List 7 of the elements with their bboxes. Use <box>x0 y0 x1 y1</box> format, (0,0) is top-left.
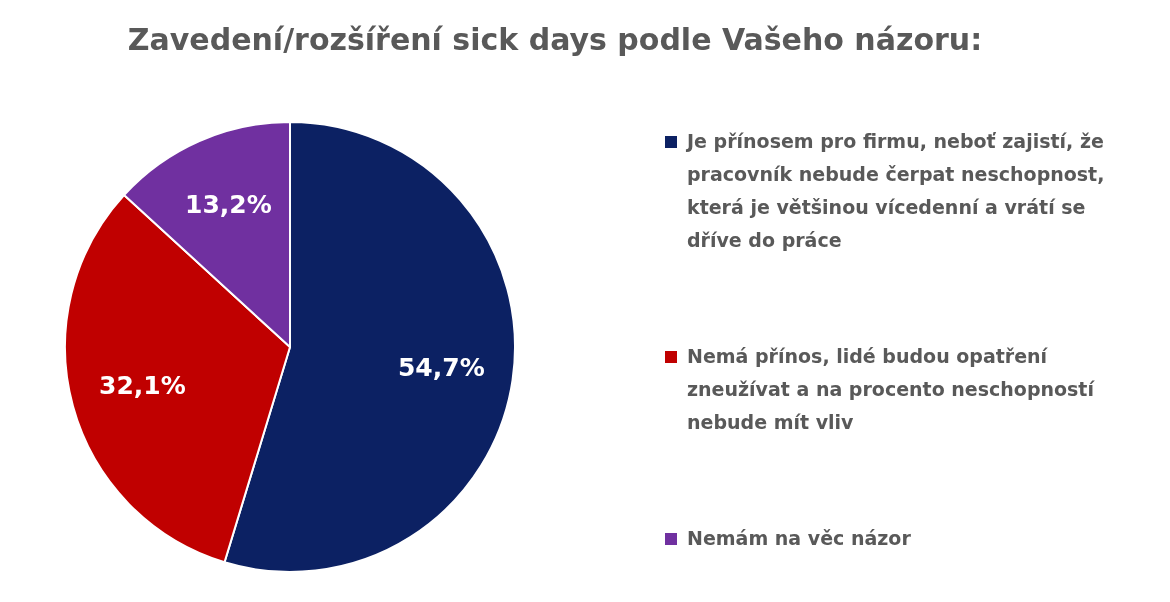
data-label: 32,1% <box>99 370 186 400</box>
chart-title: Zavedení/rozšíření sick days podle Vašeho názoru: <box>126 22 984 57</box>
legend-label: Nemám na věc názor <box>687 526 911 551</box>
legend-label: Nemá přínos, lidé budou opatření zneužívat a na procento neschopností nebude mít vliv <box>687 344 1096 435</box>
legend-label: Je přínosem pro firmu, neboť zajistí, že pracovník nebude čerpat neschopnost, která je většinou vícedenní a vrátí se dříve do práce <box>687 129 1106 253</box>
data-label: 13,2% <box>184 190 272 220</box>
data-label: 54,7% <box>397 353 485 383</box>
